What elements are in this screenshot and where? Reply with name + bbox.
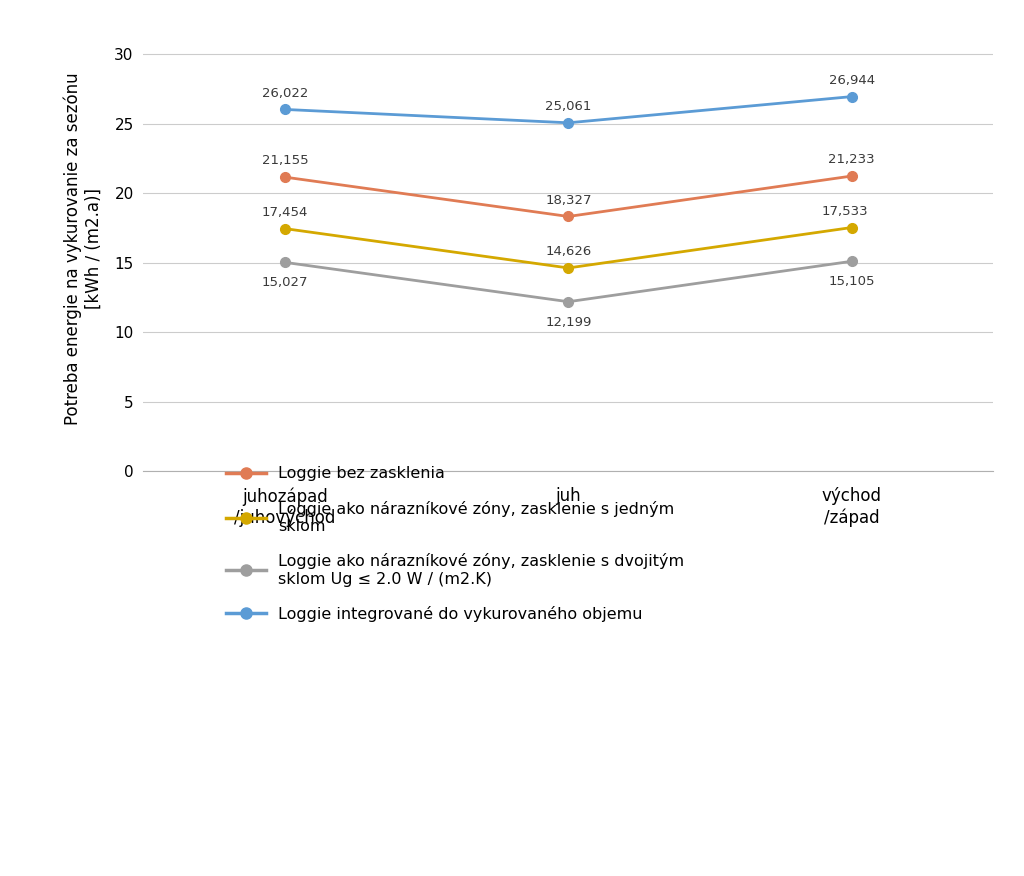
Text: 15,027: 15,027	[262, 276, 308, 289]
Legend: Loggie bez zasklenia, Loggie ako nárazníkové zóny, zasklenie s jedným
sklom, Log: Loggie bez zasklenia, Loggie ako nárazní…	[219, 460, 691, 628]
Text: 21,155: 21,155	[262, 154, 308, 167]
Text: 14,626: 14,626	[545, 245, 592, 258]
Text: 21,233: 21,233	[828, 153, 874, 166]
Text: 25,061: 25,061	[545, 100, 592, 113]
Text: 12,199: 12,199	[545, 315, 592, 328]
Text: 26,022: 26,022	[262, 87, 308, 100]
Text: 15,105: 15,105	[828, 275, 874, 288]
Text: 18,327: 18,327	[545, 194, 592, 207]
Text: 26,944: 26,944	[828, 74, 874, 87]
Text: 17,454: 17,454	[262, 206, 308, 219]
Y-axis label: Potreba energie na vykurovanie za sezónu
[kWh / (m2.a)]: Potreba energie na vykurovanie za sezónu…	[63, 73, 103, 425]
Text: 17,533: 17,533	[821, 205, 868, 218]
